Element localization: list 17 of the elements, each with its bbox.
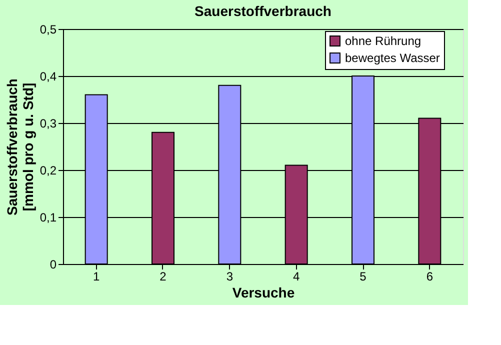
x-tick-label: 6 [426,270,434,284]
y-tick-label: 0,4 [40,70,57,84]
x-tick-label: 5 [360,270,367,284]
x-tick-label: 2 [160,270,167,284]
y-tick-label: 0,2 [40,164,57,178]
x-tick-label: 1 [92,270,100,284]
legend-label: bewegtes Wasser [345,51,440,65]
y-tick-label: 0,5 [40,22,57,36]
y-axis-title: Sauerstoffverbrauch [mmol pro g u. Std] [4,78,36,216]
x-axis-title: Versuche [232,284,295,300]
y-tick-label: 0,3 [40,116,57,130]
x-tick-label: 4 [292,270,300,284]
y-tick-label: 0 [50,258,57,272]
y-tick-label: 0,1 [40,210,57,224]
chart-title: Sauerstoffverbrauch [194,3,332,19]
x-tick-label: 3 [226,270,234,284]
legend-label: ohne Rührung [345,34,422,48]
